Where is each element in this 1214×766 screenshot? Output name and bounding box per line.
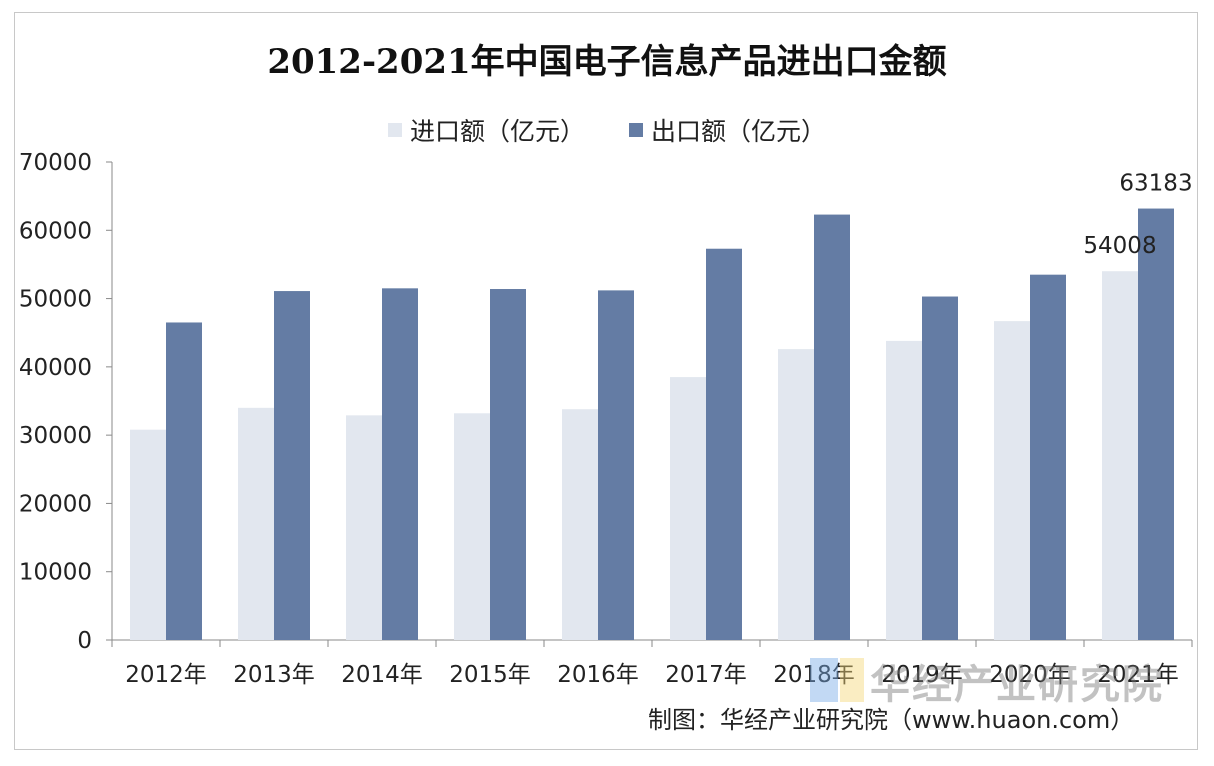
x-tick-label: 2013年 [233,662,315,688]
y-tick-label: 0 [77,628,92,654]
bar-export [166,322,202,640]
x-tick-label: 2016年 [557,662,639,688]
x-tick-label: 2018年 [773,662,855,688]
y-tick-label: 70000 [19,150,92,176]
y-tick-label: 60000 [19,218,92,244]
legend-label-import: 进口额（亿元） [409,117,585,146]
bar-export [922,296,958,640]
bar-export [274,291,310,640]
bar-import [562,409,598,640]
watermark-logo-right [840,658,864,702]
y-tick-label: 30000 [19,423,92,449]
x-tick-label: 2015年 [449,662,531,688]
x-tick-label: 2017年 [665,662,747,688]
x-tick-label: 2021年 [1097,662,1179,688]
x-tick-label: 2014年 [341,662,423,688]
watermark-text: 华经产业研究院 [870,662,1164,708]
data-label: 63183 [1119,171,1192,197]
bar-import [1102,271,1138,640]
legend-item-import: 进口额（亿元） [387,112,585,148]
y-tick-label: 20000 [19,491,92,517]
legend-swatch-export [629,123,643,137]
y-tick-label: 10000 [19,560,92,586]
x-tick-label: 2019年 [881,662,963,688]
watermark-logo-left [810,658,838,702]
bar-export [490,289,526,640]
bar-import [886,340,922,640]
bar-import [130,429,166,640]
watermark: 华经产业研究院 [810,650,1190,720]
legend-label-export: 出口额（亿元） [651,117,827,146]
chart-title: 2012-2021年中国电子信息产品进出口金额 [267,42,947,82]
bar-export [706,248,742,641]
x-tick-label: 2012年 [125,662,207,688]
chart-legend: 进口额（亿元） 出口额（亿元） [0,112,1214,148]
bar-export [814,214,850,640]
bar-import [238,407,274,640]
bar-import [346,415,382,640]
bar-export [382,288,418,640]
legend-item-export: 出口额（亿元） [629,112,826,148]
source-note: 制图：华经产业研究院（www.huaon.com） [648,706,1135,734]
bar-export [598,290,634,640]
bar-export [1138,208,1174,641]
data-label: 54008 [1083,233,1156,259]
x-tick-label: 2020年 [989,662,1071,688]
y-tick-label: 50000 [19,287,92,313]
bar-import [778,349,814,640]
y-tick-label: 40000 [19,355,92,381]
bar-import [670,377,706,640]
bar-export [1030,274,1066,640]
legend-swatch-import [387,123,402,137]
bar-import [994,321,1030,640]
bar-import [454,413,490,640]
